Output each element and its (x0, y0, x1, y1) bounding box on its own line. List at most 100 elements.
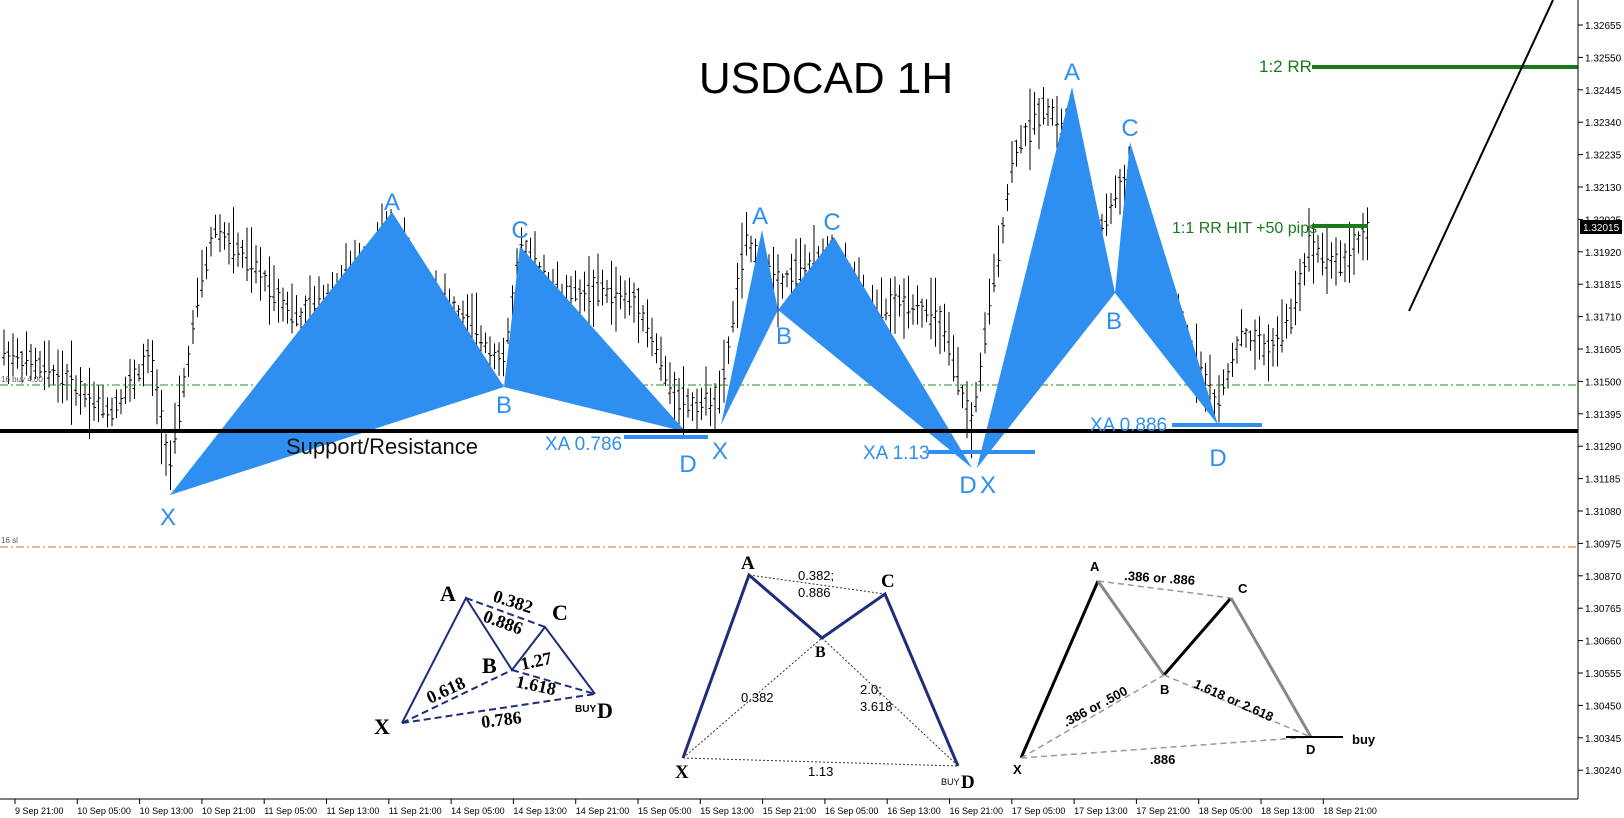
candle (1244, 327, 1248, 348)
y-tick-label: 1.31605 (1585, 345, 1622, 356)
candle (164, 433, 168, 476)
candle (668, 362, 672, 404)
y-tick-label: 1.31815 (1585, 280, 1622, 291)
candle (996, 225, 1001, 277)
pattern2-bcd (778, 237, 972, 468)
y-tick-label: 1.30660 (1585, 637, 1622, 648)
y-tick-label: 1.32655 (1585, 21, 1622, 32)
candle (1289, 298, 1293, 335)
p3-b-label: B (1106, 308, 1122, 335)
candle (290, 283, 294, 334)
candle (1316, 234, 1320, 263)
y-tick-label: 1.31500 (1585, 377, 1622, 388)
candle (38, 350, 42, 378)
y-tick-label: 1.31920 (1585, 248, 1622, 259)
d3-buy-label: buy (1352, 732, 1376, 747)
d2-x-label: X (675, 762, 689, 783)
candle (699, 387, 704, 421)
candle (222, 222, 227, 250)
d3-b-label: B (1160, 682, 1169, 697)
p1-a-label: A (384, 189, 400, 216)
candle (704, 366, 708, 416)
candle (218, 214, 222, 253)
candle (987, 278, 992, 325)
x-tick-label: 14 Sep 13:00 (513, 806, 567, 816)
candle (1352, 224, 1356, 275)
candle (933, 277, 938, 347)
candle (254, 245, 258, 284)
candle (272, 265, 276, 312)
candle (186, 345, 191, 377)
candle (677, 377, 681, 432)
candle (1032, 91, 1037, 135)
candle (906, 275, 911, 329)
candle (483, 332, 488, 354)
candle (600, 269, 605, 306)
candle (1271, 328, 1275, 367)
candle (33, 347, 38, 379)
target-12rr-label: 1:2 RR (1259, 57, 1312, 76)
candle (893, 276, 897, 334)
candle (1298, 258, 1302, 312)
candle (1320, 232, 1325, 276)
candle (168, 440, 173, 490)
x-tick-label: 18 Sep 21:00 (1323, 806, 1377, 816)
y-tick-label: 1.30345 (1585, 734, 1622, 745)
x-tick-label: 15 Sep 21:00 (763, 806, 817, 816)
candle (6, 341, 11, 384)
candle (1248, 330, 1253, 351)
candle (623, 280, 627, 319)
candle (173, 402, 177, 454)
d3-r4: .886 (1150, 752, 1175, 767)
y-tick-label: 1.31080 (1585, 507, 1622, 518)
candle (591, 269, 596, 327)
d2-a-label: A (741, 553, 755, 574)
candle (1325, 223, 1329, 294)
d2-r4: 1.13 (808, 764, 833, 779)
d2-r1a: 0.382; (798, 568, 834, 583)
candle (249, 227, 254, 293)
candle (785, 270, 789, 288)
pattern3-xab (977, 87, 1115, 468)
x-axis-ticks: 9 Sep 21:00 10 Sep 05:00 10 Sep 13:00 10 Se… (14, 799, 1377, 816)
candle (632, 282, 636, 323)
candle (1221, 369, 1226, 396)
candle (1010, 141, 1014, 183)
candle (11, 333, 15, 377)
candle (1293, 270, 1298, 326)
candle (1302, 253, 1307, 286)
candle (1230, 342, 1235, 377)
candle (1307, 208, 1311, 272)
candle (146, 339, 150, 374)
candle (911, 294, 915, 325)
candle (51, 364, 56, 386)
candle (659, 336, 663, 381)
candle (938, 305, 942, 355)
p3-x-label: X (980, 472, 996, 499)
candle (1217, 375, 1221, 423)
candle (42, 340, 47, 390)
candle (798, 237, 803, 289)
candle (708, 387, 713, 426)
x-tick-label: 16 Sep 05:00 (825, 806, 879, 816)
candle (204, 246, 209, 280)
candle (915, 285, 920, 325)
chart-title: USDCAD 1H (699, 54, 953, 103)
candle (681, 366, 686, 436)
candle (69, 340, 74, 425)
candle (474, 292, 479, 350)
d2-b-label: B (815, 644, 826, 661)
candle (924, 299, 929, 323)
x-tick-label: 15 Sep 13:00 (700, 806, 754, 816)
candle (726, 336, 731, 364)
candle (749, 235, 753, 263)
d1-buy-label: BUY (575, 704, 596, 715)
y-tick-label: 1.32340 (1585, 118, 1622, 129)
candle (492, 343, 497, 370)
candle (609, 260, 614, 325)
candle (965, 381, 969, 439)
p2-a-label: A (752, 203, 768, 230)
xa-0886-label: XA 0.886 (1090, 415, 1167, 436)
x-tick-label: 17 Sep 21:00 (1136, 806, 1190, 816)
y-tick-label: 1.31710 (1585, 313, 1622, 324)
